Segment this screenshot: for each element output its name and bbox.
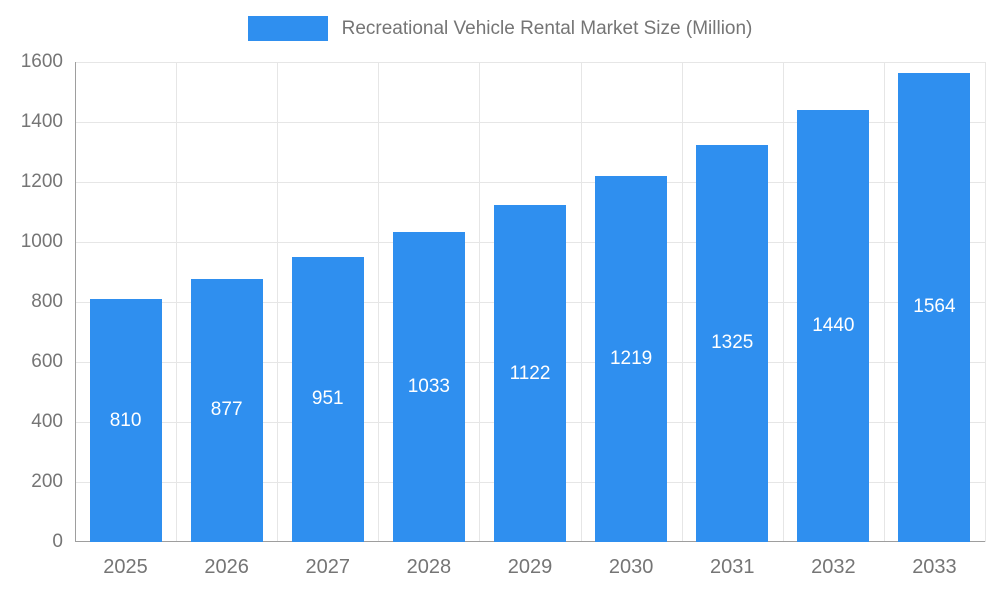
gridline-vertical: [176, 62, 178, 542]
plot-area: 0 200 400 600 800 1000 1200 1400 1600 810 2025 877 2…: [21, 51, 986, 578]
bar-value-label: 1325: [711, 332, 754, 354]
x-axis-tick-label: 2028: [406, 556, 452, 578]
bar-2029: [494, 205, 566, 542]
bar-2025: [89, 299, 162, 542]
x-axis-tick-label: 2032: [811, 556, 856, 578]
bar-2028: [392, 232, 465, 542]
x-axis-tick-label: 2033: [912, 556, 957, 578]
gridline-vertical: [277, 62, 279, 542]
gridline-horizontal: [75, 62, 985, 63]
bar-value-label: 1122: [509, 362, 551, 384]
y-axis-tick-label: 200: [31, 471, 63, 492]
x-axis-tick-label: 2030: [608, 556, 654, 578]
y-axis-tick-label: 600: [31, 351, 63, 372]
gridline-horizontal: [75, 182, 985, 183]
gridline-vertical: [681, 62, 683, 542]
legend-label: Recreational Vehicle Rental Market Size …: [341, 17, 753, 39]
gridline-vertical: [883, 62, 885, 542]
x-axis-tick-label: 2027: [305, 556, 351, 578]
bar-value-label: 1219: [609, 348, 653, 370]
legend-swatch: [247, 16, 328, 41]
y-axis-tick-label: 1200: [20, 171, 63, 192]
y-axis-line: [75, 62, 76, 542]
bar-value-label: 877: [210, 399, 243, 421]
bar-value-label: 951: [311, 388, 344, 410]
y-axis-tick-label: 800: [31, 291, 63, 312]
gridline-vertical: [378, 62, 380, 542]
bar-2027: [291, 256, 364, 542]
bar-2030: [595, 176, 668, 542]
x-axis-tick-label: 2029: [507, 556, 553, 578]
x-axis-tick-label: 2026: [204, 556, 249, 578]
y-axis-tick-label: 0: [52, 531, 63, 552]
y-axis-tick-label: 1600: [20, 51, 63, 72]
chart-legend: Recreational Vehicle Rental Market Size …: [0, 16, 1000, 41]
gridline-vertical: [782, 62, 784, 542]
bar-2026: [190, 278, 263, 542]
bar-2033: [898, 72, 971, 542]
x-axis-tick-label: 2025: [103, 556, 148, 578]
bar-2032: [797, 110, 870, 542]
bar-value-label: 1440: [812, 315, 855, 336]
gridline-vertical: [985, 62, 986, 542]
bar-2031: [696, 144, 769, 542]
y-axis-tick-label: 1400: [20, 111, 63, 132]
y-axis-tick-label: 1000: [20, 231, 63, 252]
bar-value-label: 1033: [407, 376, 451, 398]
gridline-vertical: [479, 62, 481, 542]
x-axis-tick-label: 2031: [709, 556, 755, 578]
bar-value-label: 810: [109, 409, 142, 431]
y-axis-tick-label: 400: [31, 411, 63, 432]
gridline-horizontal: [75, 122, 985, 123]
bar-value-label: 1564: [913, 296, 956, 318]
gridline-vertical: [580, 62, 582, 542]
